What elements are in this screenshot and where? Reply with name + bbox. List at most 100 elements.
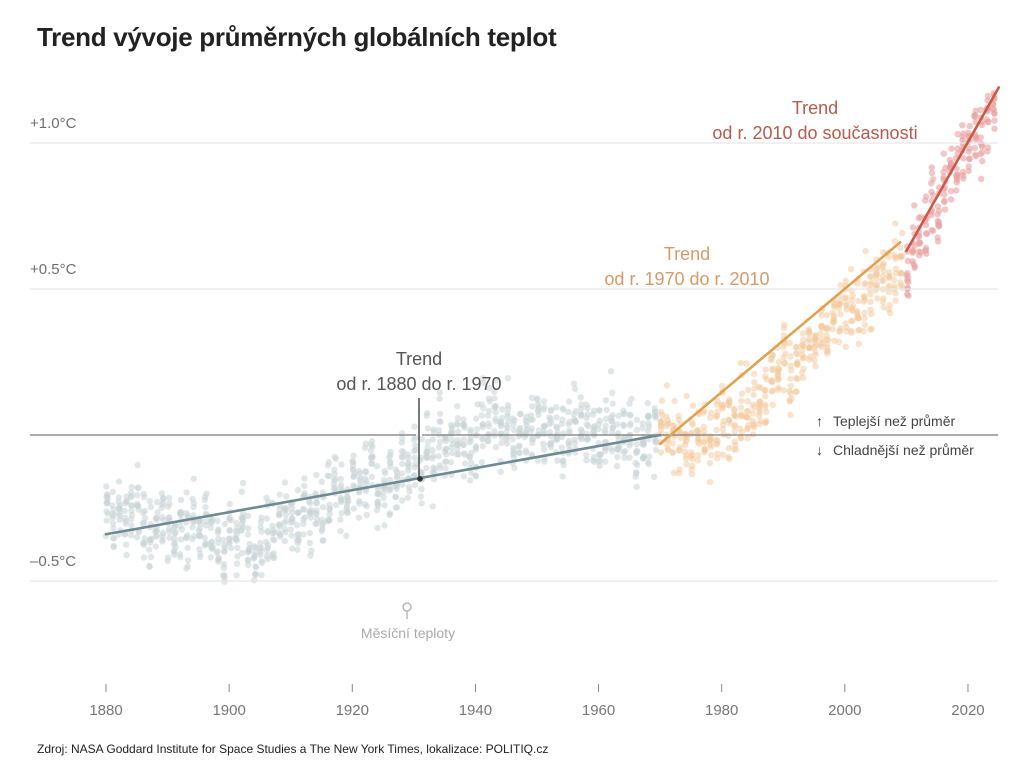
monthly-dot [897, 279, 904, 286]
monthly-dot [313, 516, 321, 523]
monthly-dot [546, 414, 553, 421]
monthly-dot [892, 289, 899, 297]
monthly-dot [979, 157, 986, 165]
monthly-dot [362, 480, 369, 488]
monthly-dot [915, 233, 922, 240]
monthly-dot [947, 187, 955, 195]
monthly-dot [745, 386, 752, 394]
monthly-dot [215, 539, 222, 547]
colder-label: Chladnější než průměr [833, 442, 974, 458]
monthly-dot [805, 338, 812, 345]
monthly-dot [343, 532, 350, 540]
trend1-label-line1: Trend [396, 349, 442, 369]
monthly-dot [153, 532, 161, 540]
monthly-dot [823, 341, 831, 348]
monthly-dot [786, 339, 793, 347]
monthly-dot [152, 515, 159, 522]
monthly-dot [695, 435, 702, 442]
monthly-dot [601, 427, 609, 434]
monthly-dot [897, 269, 905, 277]
monthly-dot [959, 168, 967, 176]
monthly-dot [836, 328, 843, 335]
monthly-dot [257, 551, 264, 559]
monthly-dot [338, 461, 345, 468]
monthly-dot [146, 546, 153, 553]
monthly-dot [761, 373, 769, 380]
monthly-dot [560, 461, 567, 469]
monthly-dot [578, 401, 585, 408]
monthly-dot [368, 473, 376, 481]
monthly-dot [123, 551, 130, 559]
monthly-dot [381, 502, 388, 509]
gridlines [30, 142, 998, 582]
monthly-dot [258, 528, 265, 535]
monthly-dot [128, 502, 135, 509]
monthly-dot [966, 155, 973, 163]
monthly-dot [849, 317, 856, 324]
monthly-dot [398, 470, 406, 477]
monthly-dot [947, 196, 955, 203]
monthly-dot [584, 411, 591, 418]
monthly-dot [140, 554, 148, 561]
monthly-dot [516, 449, 523, 456]
monthly-dot [978, 175, 985, 182]
monthly-dot [578, 410, 585, 418]
monthly-dot [141, 507, 149, 515]
monthly-dot [141, 535, 148, 542]
monthly-dot [677, 444, 684, 451]
monthly-dot [282, 517, 290, 524]
monthly-dot [244, 531, 252, 538]
monthly-dot [769, 365, 776, 372]
monthly-dot [977, 106, 984, 114]
monthly-dot [227, 545, 235, 552]
monthly-dot [645, 453, 653, 460]
monthly-dot [189, 523, 196, 531]
monthly-dot [448, 444, 455, 451]
monthly-dot [769, 351, 776, 359]
monthly-dot [183, 489, 190, 496]
monthly-dot [862, 247, 869, 255]
monthly-dot [491, 403, 498, 410]
monthly-dot [639, 420, 646, 427]
monthly-dot [153, 499, 161, 506]
monthly-dot [367, 447, 375, 454]
monthly-dot [338, 510, 345, 517]
monthly-dot [731, 428, 738, 435]
monthly-dot [373, 463, 381, 470]
monthly-dot [761, 386, 769, 394]
monthly-dot [971, 111, 979, 119]
monthly-dot [165, 514, 172, 521]
monthly-dot [632, 459, 639, 467]
monthly-dot [904, 290, 911, 298]
monthly-dot [177, 496, 185, 503]
monthly-dot [885, 284, 892, 291]
monthly-dot [928, 164, 935, 171]
monthly-dot [768, 377, 775, 384]
monthly-dot [258, 558, 265, 565]
monthly-dot [915, 248, 922, 255]
monthly-dot [682, 441, 689, 449]
monthly-dot [738, 397, 745, 404]
monthly-dot [954, 131, 961, 138]
monthly-dot [694, 427, 702, 434]
monthly-dot [862, 280, 869, 287]
monthly-dot [583, 451, 590, 459]
monthly-dot [202, 504, 209, 511]
monthly-dot [806, 344, 813, 351]
monthly-dot [597, 451, 604, 458]
monthly-dot [744, 425, 751, 432]
monthly-dot [252, 549, 259, 556]
monthly-dot [794, 350, 801, 358]
monthly-dot [411, 423, 418, 430]
monthly-dot [190, 518, 197, 526]
monthly-dot [110, 535, 118, 542]
monthly-dot [195, 532, 202, 540]
trend1-pointer-dot [417, 476, 423, 482]
monthly-dot [140, 519, 148, 526]
monthly-dot [664, 445, 671, 452]
monthly-dot [447, 459, 455, 466]
monthly-dot [386, 476, 394, 483]
monthly-dot [510, 427, 518, 434]
monthly-dot [282, 511, 290, 519]
monthly-dot [221, 578, 228, 585]
